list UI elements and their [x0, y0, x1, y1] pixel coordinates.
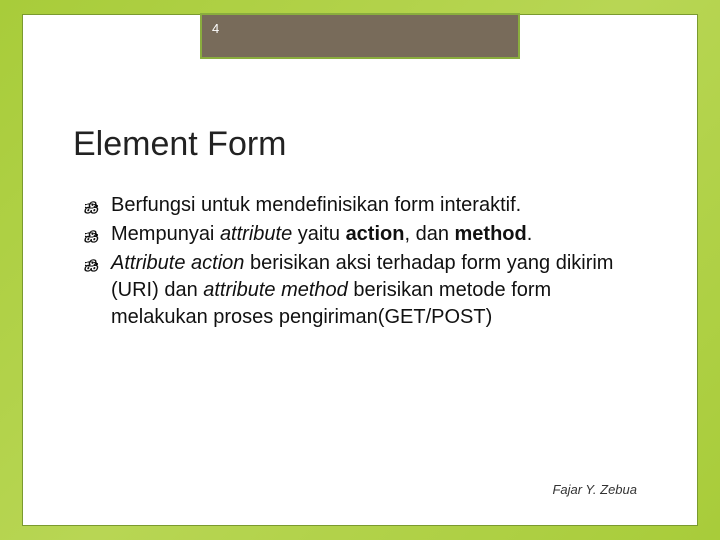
- bullet-icon: ߷: [83, 198, 98, 220]
- bullet-list: ߷ Berfungsi untuk mendefinisikan form in…: [73, 192, 647, 331]
- bullet-icon: ߷: [83, 227, 98, 249]
- list-item: ߷ Mempunyai attribute yaitu action, dan …: [91, 221, 647, 248]
- slide-content: Element Form ߷ Berfungsi untuk mendefini…: [73, 125, 647, 333]
- slide-frame: 4 Element Form ߷ Berfungsi untuk mendefi…: [22, 14, 698, 526]
- bullet-text: Attribute action berisikan aksi terhadap…: [111, 252, 613, 328]
- bullet-icon: ߷: [83, 256, 98, 278]
- slide-footer: Fajar Y. Zebua: [552, 482, 637, 497]
- slide-title: Element Form: [73, 125, 647, 164]
- bullet-text: Berfungsi untuk mendefinisikan form inte…: [111, 194, 521, 216]
- bullet-text: Mempunyai attribute yaitu action, dan me…: [111, 223, 532, 245]
- page-number-box: 4: [200, 13, 520, 59]
- list-item: ߷ Attribute action berisikan aksi terhad…: [91, 250, 647, 331]
- page-number: 4: [212, 21, 219, 36]
- list-item: ߷ Berfungsi untuk mendefinisikan form in…: [91, 192, 647, 219]
